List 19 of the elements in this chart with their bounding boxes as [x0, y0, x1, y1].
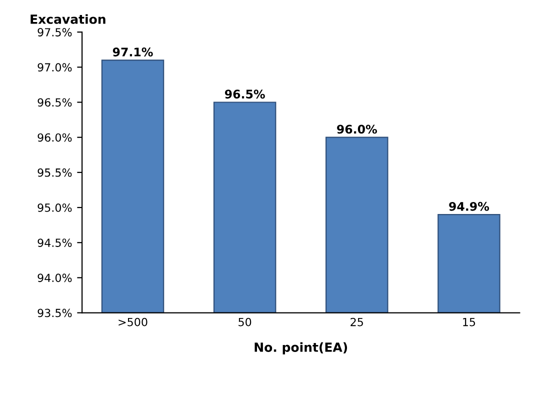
x-tick-label: >500	[118, 318, 148, 326]
y-tick-label: 96.0%	[38, 133, 72, 142]
data-label: 94.9%	[449, 202, 490, 211]
y-tick-label: 97.5%	[38, 28, 72, 36]
y-tick-label: 93.5%	[38, 308, 72, 318]
x-axis-title: No. point(EA)	[254, 342, 348, 354]
y-tick-label: 94.5%	[38, 238, 72, 247]
x-tick-label: 15	[463, 318, 476, 326]
data-label: 96.0%	[337, 124, 377, 134]
data-label: 97.1%	[112, 48, 153, 56]
y-tick-label: 97.0%	[38, 63, 72, 72]
x-tick-label: 25	[350, 318, 363, 326]
y-tick-label: 96.5%	[38, 98, 72, 107]
y-tick-label: 94.0%	[38, 274, 72, 282]
y-tick-label: 95.0%	[38, 203, 72, 212]
data-label: 96.5%	[224, 90, 265, 99]
x-tick-label: 50	[238, 318, 252, 326]
chart-title: Excavation	[30, 14, 106, 24]
y-tick-label: 95.5%	[38, 168, 72, 177]
